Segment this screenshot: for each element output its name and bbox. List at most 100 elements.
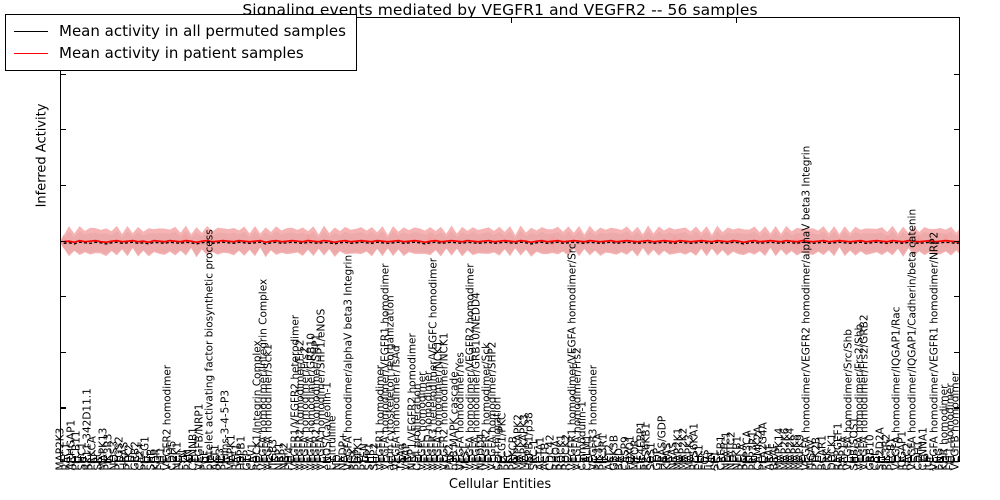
x-tick-mark xyxy=(111,456,113,461)
x-tick-mark xyxy=(84,456,87,461)
x-tick-mark xyxy=(835,456,838,461)
x-tick-mark xyxy=(612,456,614,461)
x-tick-mark xyxy=(665,456,667,461)
plot-area xyxy=(60,17,960,462)
x-tick-mark xyxy=(100,456,103,461)
x-tick-label: VEGFA homodimer/VEGFR2 homodimer/alphaV … xyxy=(800,145,813,471)
x-tick-mark xyxy=(186,456,188,461)
x-tick-mark xyxy=(532,456,534,461)
x-tick-mark xyxy=(708,456,710,461)
x-tick-mark xyxy=(809,456,811,461)
x-tick-mark xyxy=(324,456,326,461)
x-tick-mark xyxy=(846,456,848,461)
x-tick-mark xyxy=(590,456,593,461)
x-tick-mark xyxy=(622,456,625,461)
y-tick-mark xyxy=(954,240,959,242)
x-tick-mark xyxy=(761,456,763,461)
x-tick-mark xyxy=(234,456,236,461)
x-tick-mark xyxy=(734,456,736,461)
chart-title: Signaling events mediated by VEGFR1 and … xyxy=(242,1,758,19)
x-tick-mark xyxy=(692,456,694,461)
data-series-layer xyxy=(61,18,959,461)
x-tick-mark xyxy=(340,456,342,461)
x-tick-mark xyxy=(276,456,278,461)
y-tick-mark xyxy=(954,296,959,298)
x-axis-label: Cellular Entities xyxy=(448,477,552,492)
x-tick-mark xyxy=(313,456,316,461)
x-tick-mark xyxy=(436,456,438,461)
x-tick-mark xyxy=(670,456,672,461)
x-tick-mark xyxy=(473,456,475,461)
x-tick-mark xyxy=(580,456,582,461)
x-tick-mark xyxy=(409,456,411,461)
x-tick-mark xyxy=(361,456,364,461)
x-tick-mark xyxy=(883,456,885,461)
x-tick-mark xyxy=(260,456,262,461)
x-tick-mark xyxy=(367,456,369,461)
x-tick-mark xyxy=(724,456,726,461)
x-tick-mark xyxy=(431,456,433,461)
x-tick-mark xyxy=(122,456,124,461)
x-tick-mark xyxy=(511,456,513,461)
x-tick-mark xyxy=(79,456,81,461)
x-tick-mark xyxy=(308,456,310,461)
x-tick-mark xyxy=(457,456,459,461)
y-tick-mark xyxy=(61,129,66,131)
x-tick-mark xyxy=(335,456,337,461)
legend-label-permuted: Mean activity in all permuted samples xyxy=(59,22,346,40)
x-tick-mark xyxy=(755,456,758,461)
x-tick-mark xyxy=(68,456,71,461)
x-tick-mark xyxy=(649,456,651,461)
x-tick-mark xyxy=(798,456,800,461)
x-tick-mark xyxy=(175,456,177,461)
x-tick-mark xyxy=(106,456,108,461)
x-tick-mark xyxy=(777,456,779,461)
x-tick-mark xyxy=(399,456,401,461)
x-tick-mark xyxy=(564,456,566,461)
x-tick-mark xyxy=(148,456,151,461)
x-tick-mark xyxy=(921,456,923,461)
x-tick-mark xyxy=(660,456,662,461)
x-tick-mark-top xyxy=(511,18,513,23)
x-tick-mark xyxy=(484,456,486,461)
x-tick-mark xyxy=(819,456,822,461)
x-tick-mark xyxy=(218,456,220,461)
x-tick-mark xyxy=(771,456,774,461)
x-tick-mark xyxy=(132,456,135,461)
x-tick-mark xyxy=(825,456,827,461)
x-tick-mark xyxy=(319,456,321,461)
x-tick-mark xyxy=(383,456,385,461)
x-tick-mark xyxy=(180,456,182,461)
x-tick-mark xyxy=(953,456,955,461)
y-tick-mark xyxy=(954,129,959,131)
y-tick-mark xyxy=(954,351,959,353)
x-tick-mark xyxy=(255,456,257,461)
legend: Mean activity in all permuted samples Me… xyxy=(5,14,357,71)
x-tick-mark xyxy=(303,456,305,461)
x-tick-mark xyxy=(170,456,172,461)
x-tick-mark xyxy=(505,456,507,461)
x-tick-mark xyxy=(947,456,949,461)
x-tick-mark xyxy=(228,456,230,461)
x-tick-mark xyxy=(202,456,204,461)
x-tick-mark xyxy=(894,456,896,461)
x-tick-mark xyxy=(271,456,273,461)
x-tick-mark xyxy=(702,456,704,461)
x-tick-mark xyxy=(958,456,960,461)
x-tick-mark xyxy=(654,456,656,461)
x-tick-mark xyxy=(937,456,939,461)
x-tick-mark xyxy=(558,456,561,461)
x-tick-mark xyxy=(889,456,891,461)
x-tick-mark xyxy=(878,456,880,461)
x-tick-mark xyxy=(521,456,523,461)
x-tick-mark xyxy=(345,456,348,461)
x-tick-mark xyxy=(372,456,374,461)
x-tick-mark xyxy=(915,456,917,461)
x-tick-mark xyxy=(516,456,518,461)
x-tick-mark xyxy=(292,456,294,461)
x-tick-label: VEGFB homodimer xyxy=(949,371,962,471)
x-tick-mark xyxy=(638,456,640,461)
x-tick-mark xyxy=(420,456,422,461)
x-tick-mark xyxy=(574,456,577,461)
